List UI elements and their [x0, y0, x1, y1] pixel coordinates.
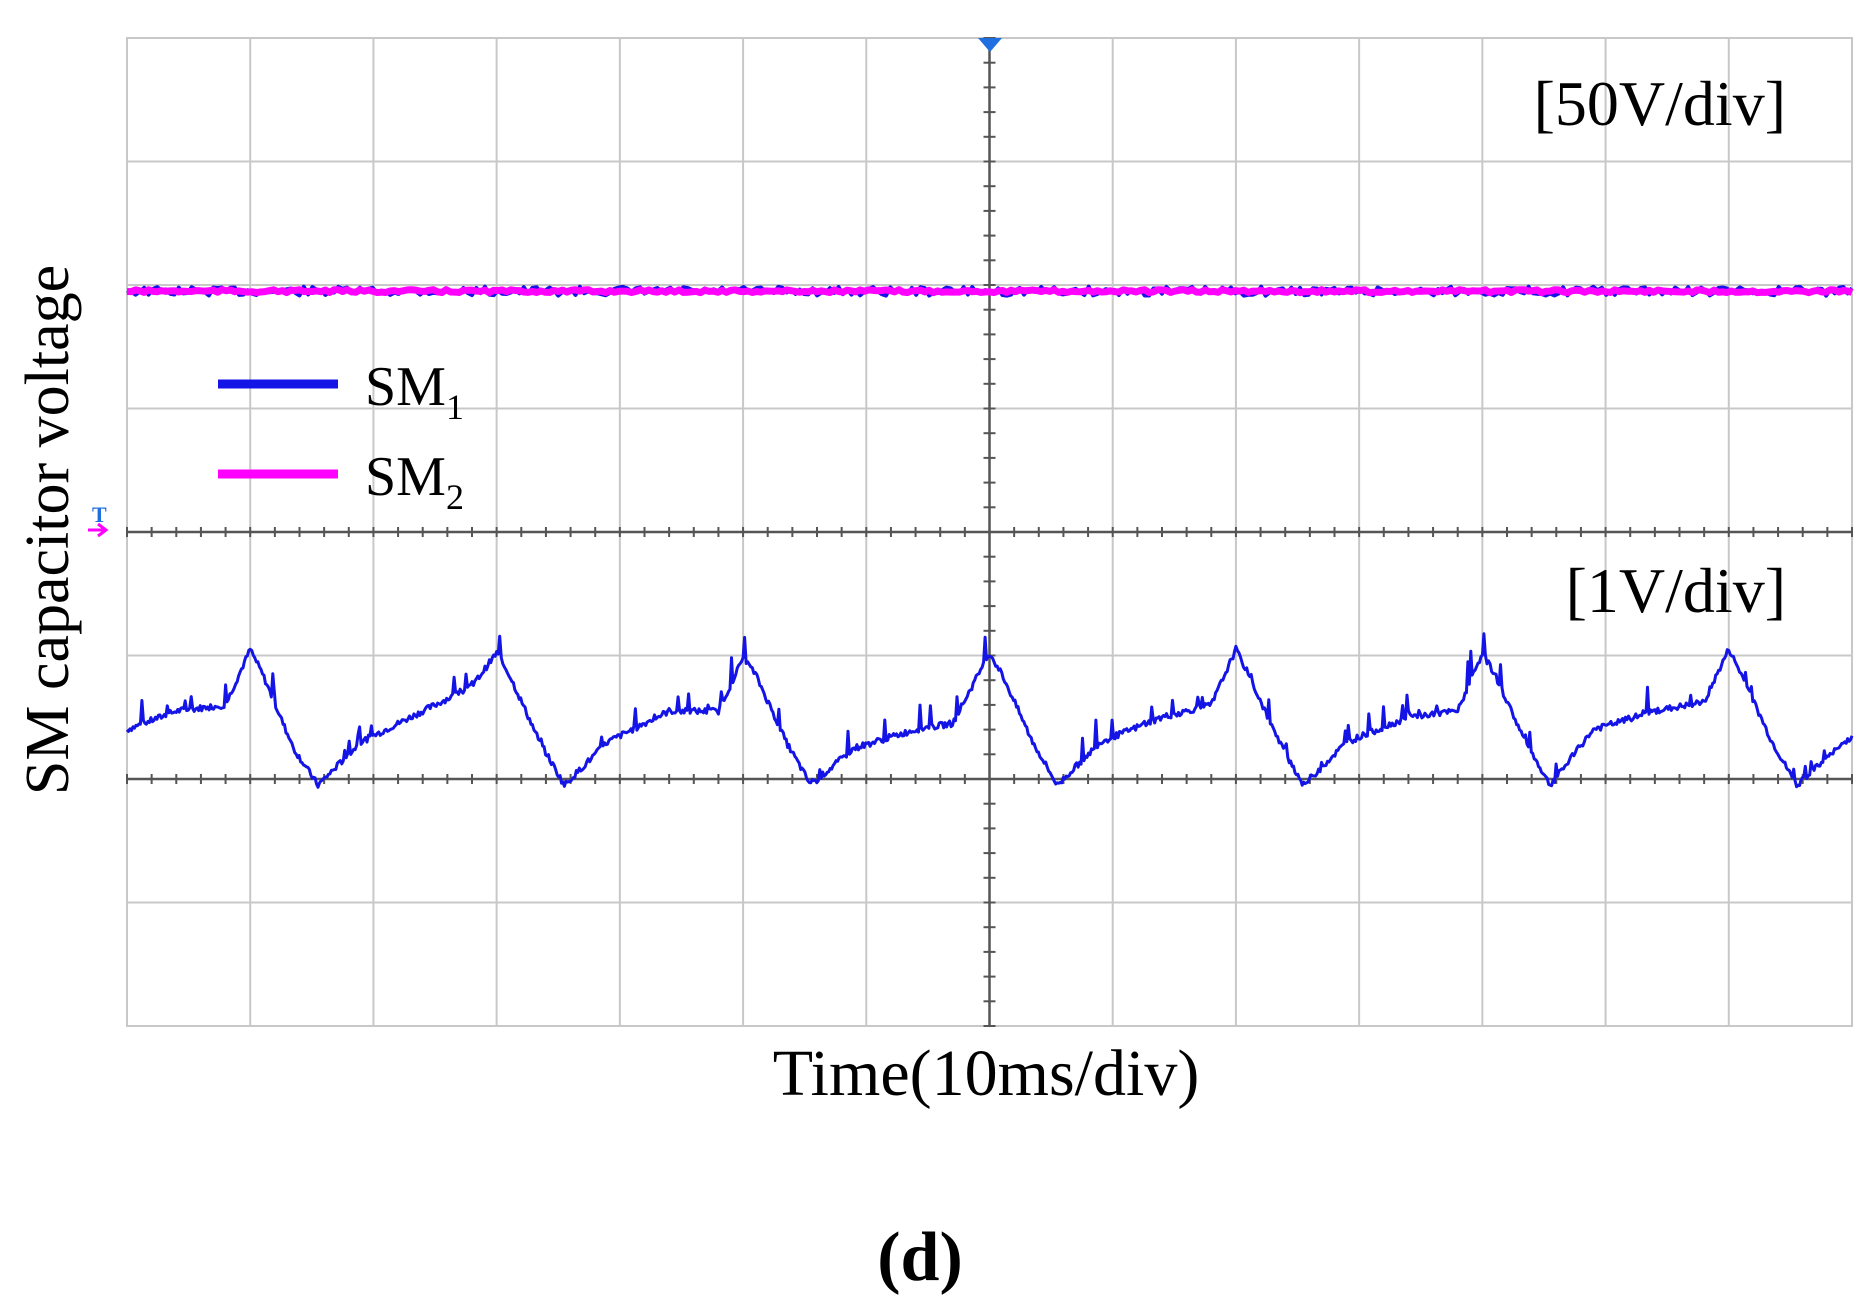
panel-label: (d)	[877, 1219, 963, 1296]
y-axis-label: SM capacitor voltage	[14, 265, 82, 795]
legend: SM1 SM2	[218, 356, 464, 517]
trace-upper-sm2	[126, 286, 1854, 297]
axis-ticks	[126, 37, 1853, 1027]
trigger-level-marker: T	[88, 502, 109, 538]
lower-scale-label: [1V/div]	[1566, 555, 1786, 626]
legend-label-sm1: SM1	[365, 356, 464, 427]
upper-scale-label: [50V/div]	[1534, 68, 1786, 139]
svg-text:T: T	[92, 502, 107, 527]
legend-label-sm2: SM2	[365, 446, 464, 517]
trace-lower-sm1	[125, 632, 1854, 789]
traces	[125, 284, 1854, 789]
trigger-position-marker	[978, 38, 1002, 52]
x-axis-label: Time(10ms/div)	[773, 1037, 1200, 1110]
